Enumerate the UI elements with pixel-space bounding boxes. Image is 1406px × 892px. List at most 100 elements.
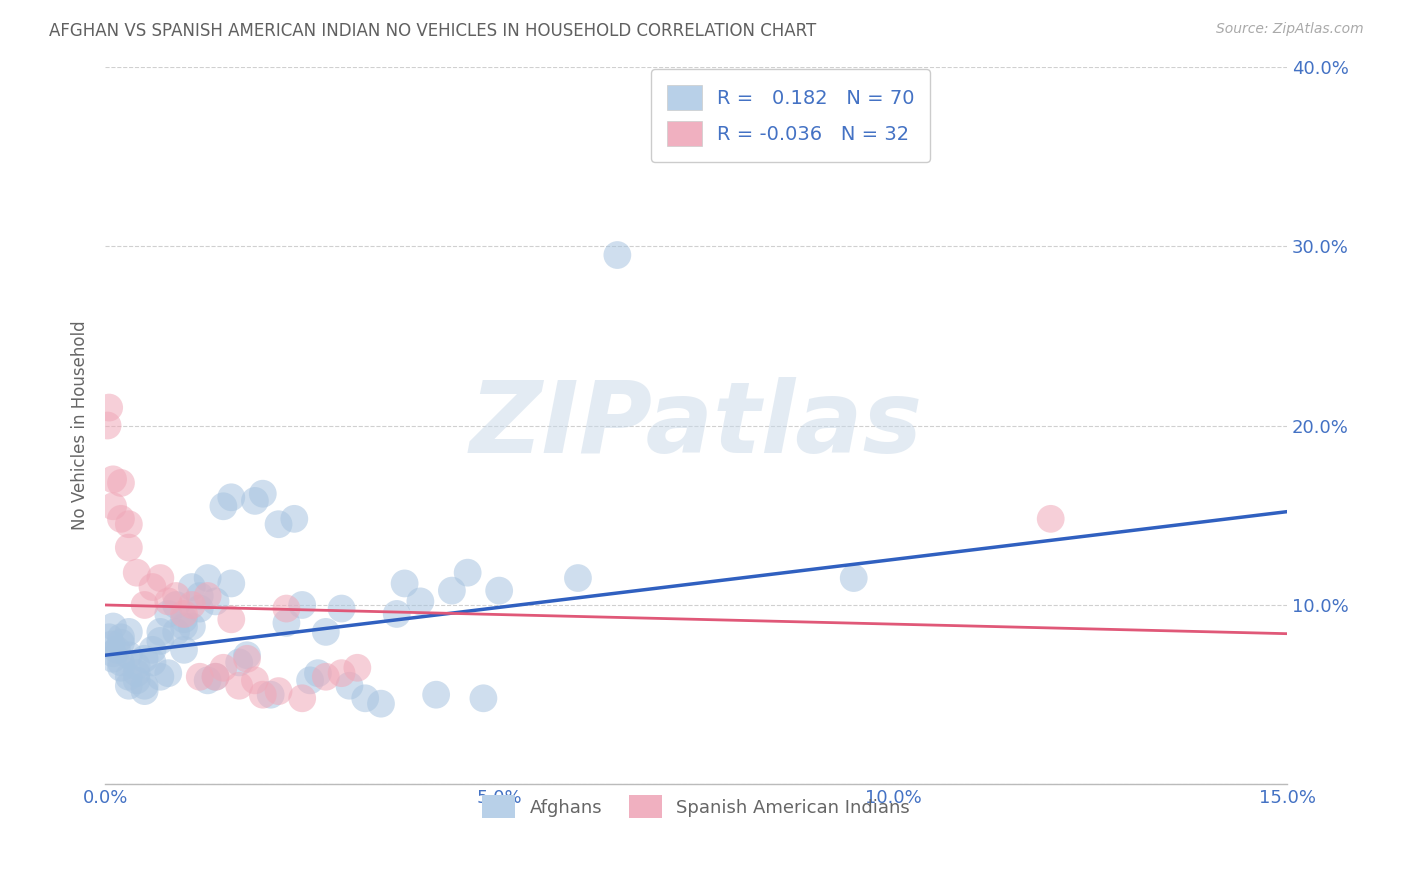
Point	[219, 491, 242, 505]
Text: ZIPatlas: ZIPatlas	[470, 377, 922, 474]
Point	[157, 666, 180, 681]
Point	[228, 679, 250, 693]
Point	[105, 643, 128, 657]
Point	[291, 598, 314, 612]
Point	[149, 633, 172, 648]
Point	[118, 624, 141, 639]
Point	[276, 615, 298, 630]
Legend: Afghans, Spanish American Indians: Afghans, Spanish American Indians	[475, 788, 917, 826]
Point	[488, 583, 510, 598]
Point	[118, 679, 141, 693]
Point	[180, 619, 202, 633]
Point	[330, 666, 353, 681]
Point	[110, 512, 132, 526]
Point	[188, 589, 211, 603]
Point	[440, 583, 463, 598]
Point	[118, 541, 141, 555]
Point	[330, 601, 353, 615]
Point	[188, 601, 211, 615]
Point	[180, 580, 202, 594]
Point	[606, 248, 628, 262]
Point	[125, 566, 148, 580]
Point	[472, 691, 495, 706]
Point	[236, 652, 259, 666]
Point	[567, 571, 589, 585]
Point	[118, 670, 141, 684]
Point	[197, 673, 219, 688]
Point	[101, 647, 124, 661]
Point	[101, 472, 124, 486]
Point	[204, 670, 226, 684]
Point	[165, 624, 187, 639]
Point	[110, 475, 132, 490]
Point	[252, 688, 274, 702]
Y-axis label: No Vehicles in Household: No Vehicles in Household	[72, 321, 89, 531]
Point	[236, 648, 259, 663]
Point	[134, 684, 156, 698]
Point	[157, 607, 180, 621]
Point	[141, 643, 163, 657]
Point	[173, 612, 195, 626]
Point	[283, 512, 305, 526]
Point	[134, 652, 156, 666]
Text: AFGHAN VS SPANISH AMERICAN INDIAN NO VEHICLES IN HOUSEHOLD CORRELATION CHART: AFGHAN VS SPANISH AMERICAN INDIAN NO VEH…	[49, 22, 817, 40]
Point	[165, 589, 187, 603]
Point	[457, 566, 479, 580]
Point	[110, 630, 132, 644]
Point	[267, 517, 290, 532]
Point	[252, 486, 274, 500]
Point	[1039, 512, 1062, 526]
Point	[267, 684, 290, 698]
Point	[385, 607, 408, 621]
Point	[101, 500, 124, 514]
Point	[219, 576, 242, 591]
Point	[204, 594, 226, 608]
Point	[110, 635, 132, 649]
Text: Source: ZipAtlas.com: Source: ZipAtlas.com	[1216, 22, 1364, 37]
Point	[188, 670, 211, 684]
Point	[197, 571, 219, 585]
Point	[315, 624, 337, 639]
Point	[180, 598, 202, 612]
Point	[110, 656, 132, 670]
Point	[409, 594, 432, 608]
Point	[394, 576, 416, 591]
Point	[243, 673, 266, 688]
Point	[125, 666, 148, 681]
Point	[173, 643, 195, 657]
Point	[125, 659, 148, 673]
Point	[98, 401, 121, 415]
Point	[97, 418, 120, 433]
Point	[101, 619, 124, 633]
Point	[228, 656, 250, 670]
Point	[354, 691, 377, 706]
Point	[276, 601, 298, 615]
Point	[212, 661, 235, 675]
Point	[100, 637, 122, 651]
Point	[212, 500, 235, 514]
Point	[204, 670, 226, 684]
Point	[243, 494, 266, 508]
Point	[141, 580, 163, 594]
Point	[118, 517, 141, 532]
Point	[165, 598, 187, 612]
Point	[173, 607, 195, 621]
Point	[149, 571, 172, 585]
Point	[141, 656, 163, 670]
Point	[425, 688, 447, 702]
Point	[149, 670, 172, 684]
Point	[299, 673, 322, 688]
Point	[157, 594, 180, 608]
Point	[339, 679, 361, 693]
Point	[260, 688, 283, 702]
Point	[346, 661, 368, 675]
Point	[125, 673, 148, 688]
Point	[149, 624, 172, 639]
Point	[118, 648, 141, 663]
Point	[101, 652, 124, 666]
Point	[315, 670, 337, 684]
Point	[219, 612, 242, 626]
Point	[370, 697, 392, 711]
Point	[197, 589, 219, 603]
Point	[98, 630, 121, 644]
